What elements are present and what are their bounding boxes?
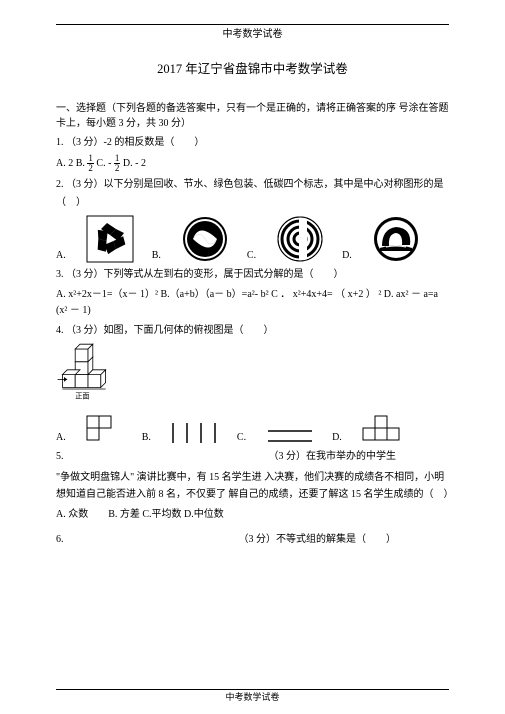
front-label: 正面 [75, 393, 89, 401]
q6-text: （3 分）不等式组的解集是（ ） [239, 534, 397, 545]
water-save-icon [181, 215, 229, 263]
question-5-options: A. 众数 B. 方差 C.平均数 D.中位数 [56, 507, 449, 523]
recycle-icon [86, 215, 134, 263]
low-carbon-icon [372, 215, 420, 263]
q4-label-a: A. [56, 430, 66, 445]
q1-opt-a: A. 2 B. [56, 158, 87, 169]
q6-number: 6. [56, 534, 64, 545]
exam-page: 中考数学试卷 2017 年辽宁省盘锦市中考数学试卷 一、选择题（下列各题的备选答… [0, 0, 505, 714]
section-1-instructions: 一、选择题（下列各题的备选答案中，只有一个是正确的，请将正确答案的序 号涂在答题… [56, 101, 449, 131]
q1-opt-b: C. - [94, 158, 114, 169]
question-1: 1. （3 分）-2 的相反数是（ ） [56, 134, 449, 152]
q4-shape-a [86, 415, 124, 445]
question-3-options: A. x²+2x－1=（x－ 1）² B.（a+b）（a－ b）=a²- b² … [56, 287, 449, 319]
q4-shape-b [171, 421, 219, 445]
question-3: 3. （3 分）下列等式从左到右的变形，属于因式分解的是（ ） [56, 266, 449, 284]
q1-opt-c: D. - 2 [120, 158, 146, 169]
page-header: 中考数学试卷 [56, 27, 449, 42]
q4-shape-d [362, 415, 404, 445]
question-2-icons: A. B. C. [56, 215, 449, 263]
question-4-options: A. B. C. [56, 415, 449, 445]
label-c: C. [247, 248, 256, 263]
green-pack-icon [276, 215, 324, 263]
q5-number: 5. [56, 451, 64, 462]
q4-shape-c [266, 427, 314, 445]
q4-label-b: B. [142, 430, 151, 445]
question-4: 4. （3 分）如图，下面几何体的俯视图是（ ） [56, 322, 449, 340]
question-5: 5. （3 分）在我市举办的中学生 [56, 448, 449, 466]
rule-top [56, 24, 449, 25]
question-2: 2. （3 分）以下分别是回收、节水、绿色包装、低碳四个标志，其中是中心对称图形… [56, 176, 449, 211]
question-6: 6. （3 分）不等式组的解集是（ ） [56, 531, 449, 549]
page-footer: 中考数学试卷 [0, 691, 505, 705]
label-a: A. [56, 248, 66, 263]
question-5-body: "争做文明盘锦人" 演讲比赛中，有 15 名学生进 入决赛，他们决赛的成绩各不相… [56, 469, 449, 504]
q5-score: （3 分）在我市举办的中学生 [269, 451, 397, 462]
q4-label-d: D. [332, 430, 342, 445]
q4-label-c: C. [237, 430, 246, 445]
question-1-options: A. 2 B. 12 C. - 12 D. - 2 [56, 154, 449, 173]
label-b: B. [152, 248, 161, 263]
label-d: D. [342, 248, 352, 263]
exam-title: 2017 年辽宁省盘锦市中考数学试卷 [56, 60, 449, 79]
question-4-figure: 正面 [56, 342, 449, 409]
